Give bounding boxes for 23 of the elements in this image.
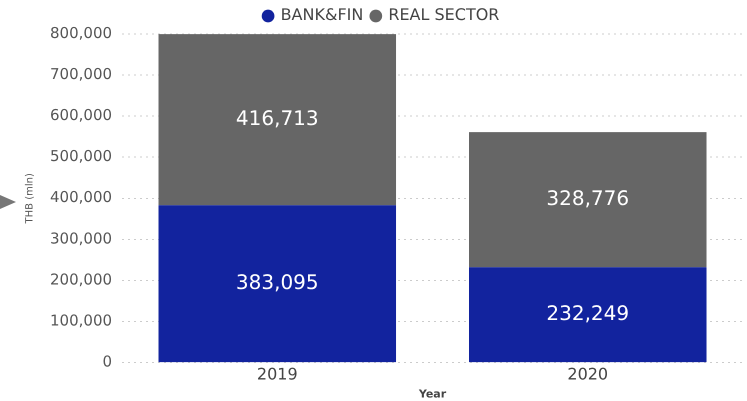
bar: [158, 205, 396, 362]
data-label: 383,095: [236, 270, 319, 294]
x-tick-label: 2019: [256, 364, 298, 384]
y-tick-label: 600,000: [50, 106, 112, 124]
y-tick-label: 300,000: [50, 229, 112, 248]
bar: [468, 267, 707, 362]
y-tick-label: 500,000: [50, 147, 112, 166]
y-tick-label: 200,000: [50, 270, 112, 288]
legend-label: BANK&FIN: [280, 5, 364, 24]
y-tick-label: 0: [102, 352, 112, 370]
y-tick-label: 700,000: [50, 64, 112, 83]
bar: [158, 34, 396, 206]
y-tick-label: 800,000: [50, 24, 112, 42]
legend-label: REAL SECTOR: [388, 5, 500, 24]
data-label: 232,249: [546, 300, 630, 325]
bar: [468, 132, 707, 268]
data-label: 416,713: [236, 106, 319, 130]
x-tick-label: 2020: [567, 364, 608, 384]
y-tick-label: 400,000: [50, 188, 112, 206]
y-axis-title: THB (mln): [24, 173, 36, 224]
x-axis-title: Year: [418, 387, 447, 400]
data-label: 328,776: [546, 186, 630, 210]
y-tick-label: 100,000: [50, 311, 112, 330]
